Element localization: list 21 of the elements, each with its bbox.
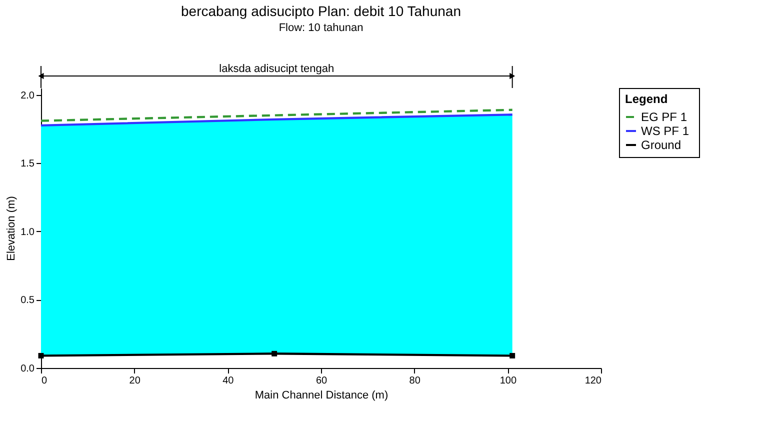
x-tick-label: 100 — [500, 376, 517, 386]
y-tick-label: 2.0 — [20, 90, 35, 102]
y-tick-label: 1.5 — [20, 158, 35, 170]
x-tick-label: 120 — [584, 376, 602, 386]
x-tick-label: 20 — [129, 376, 141, 386]
y-tick-label: 0.5 — [20, 295, 35, 306]
chart-title: bercabang adisucipto Plan: debit 10 Tahunan — [181, 3, 461, 19]
legend-label: Ground — [641, 138, 682, 152]
x-axis-title: Main Channel Distance (m) — [254, 390, 388, 402]
y-axis-title: Elevation (m) — [6, 196, 18, 261]
x-tick-label: 80 — [409, 376, 421, 386]
legend-title: Legend — [625, 92, 668, 106]
chart-subtitle: Flow: 10 tahunan — [278, 22, 364, 34]
x-tick-label: 60 — [316, 376, 328, 386]
legend-label: WS PF 1 — [641, 124, 690, 138]
x-tick-label: 0 — [42, 376, 48, 386]
legend-label: EG PF 1 — [641, 110, 688, 124]
y-tick-label: 1.0 — [20, 226, 35, 238]
x-tick-label: 40 — [222, 376, 234, 386]
text: laksda adisucipt tengah — [219, 63, 334, 75]
y-tick-label: 0.0 — [20, 364, 35, 374]
